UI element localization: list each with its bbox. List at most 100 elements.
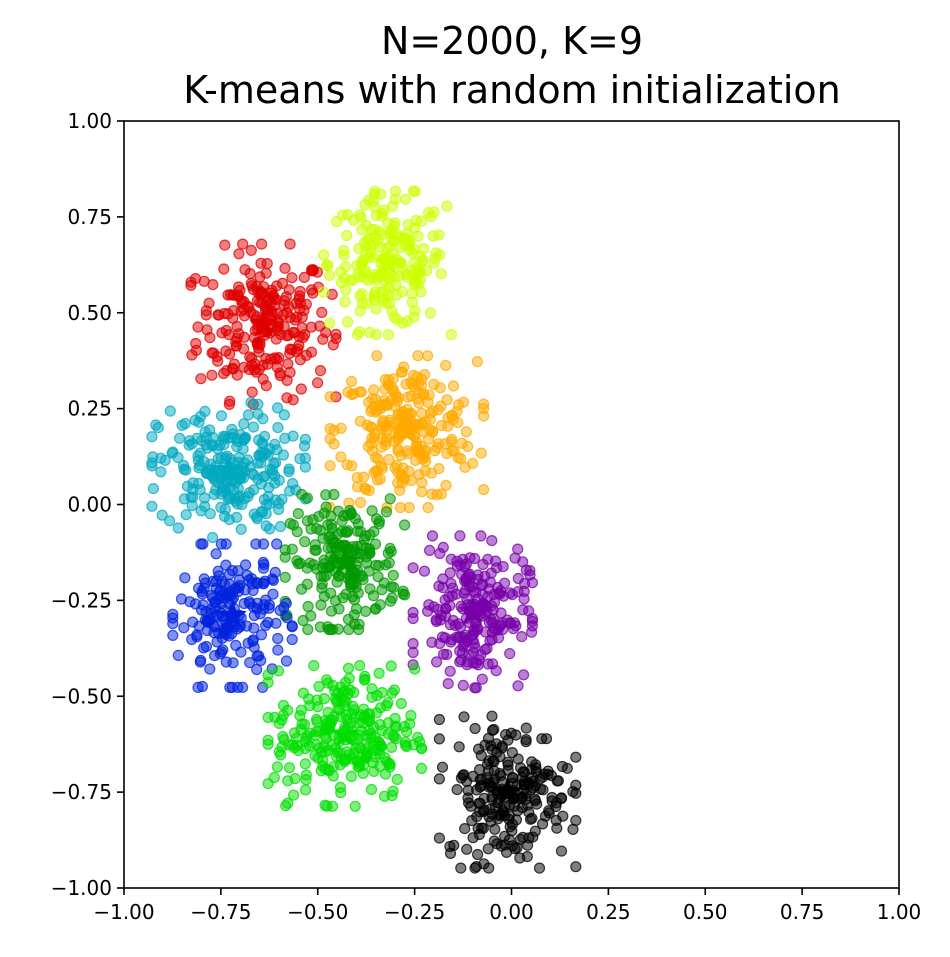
cluster-3-point (416, 417, 428, 429)
cluster-5-point (332, 623, 344, 635)
cluster-7-point (440, 602, 452, 615)
cluster-4-point (195, 505, 207, 517)
cluster-4-point (208, 488, 220, 500)
cluster-1-point (201, 324, 213, 336)
cluster-8-point (384, 758, 396, 771)
cluster-3-point (452, 417, 464, 429)
cluster-8-point (379, 768, 392, 780)
cluster-8-point (342, 662, 355, 674)
x-tick-label: 0.50 (683, 900, 728, 924)
cluster-4-point (238, 418, 250, 430)
cluster-4-point (287, 430, 299, 442)
cluster-7-point (512, 586, 524, 598)
cluster-3-point (467, 457, 479, 469)
cluster-2-point (418, 243, 430, 255)
cluster-2-point (354, 305, 366, 317)
cluster-7-point (433, 580, 445, 592)
cluster-8-point (311, 694, 323, 706)
cluster-9-point (537, 784, 549, 796)
cluster-8-point (382, 697, 394, 709)
x-tick-label: 0.75 (780, 900, 825, 924)
cluster-8-point (289, 772, 301, 785)
centroid-markers (214, 247, 522, 805)
cluster-7-point (516, 630, 528, 643)
cluster-2-point (379, 293, 391, 305)
cluster-7-point (512, 680, 524, 692)
cluster-6-point (196, 588, 208, 600)
cluster-3-point (398, 361, 410, 373)
cluster-3-point (429, 445, 441, 457)
cluster-5-centroid-star (330, 547, 360, 575)
cluster-9-point (479, 739, 491, 751)
cluster-9-point (555, 845, 568, 857)
cluster-9-point (465, 800, 477, 812)
cluster-5-point (385, 581, 397, 593)
cluster-2-point (354, 290, 366, 302)
cluster-1-point (252, 287, 264, 299)
cluster-9-point (570, 787, 582, 799)
cluster-8-point (388, 684, 400, 696)
cluster-3-point (381, 399, 393, 411)
cluster-3-point (478, 398, 490, 410)
cluster-5-point (325, 510, 337, 522)
cluster-9-point (500, 728, 512, 741)
cluster-9-point (453, 741, 465, 753)
cluster-6-point (270, 617, 282, 629)
cluster-5-point (284, 517, 296, 530)
cluster-3-point (412, 350, 424, 362)
cluster-8-point (300, 784, 312, 796)
cluster-7-point (476, 673, 488, 685)
cluster-9-point (483, 811, 495, 823)
cluster-8-point (386, 741, 398, 754)
cluster-6-point (198, 573, 210, 585)
cluster-4-point (201, 442, 214, 454)
cluster-5-point (302, 600, 314, 613)
cluster-1-point (233, 248, 245, 260)
cluster-2-point (388, 220, 400, 232)
cluster-1-point (185, 276, 197, 288)
cluster-3-point (324, 460, 336, 472)
cluster-7-point (486, 633, 498, 646)
cluster-3-point (440, 359, 452, 372)
cluster-9-point (458, 711, 470, 723)
cluster-8-point (313, 680, 325, 693)
cluster-7-centroid-star (458, 596, 487, 624)
cluster-8-point (349, 800, 361, 812)
cluster-6-point (218, 623, 230, 635)
cluster-4-point (174, 432, 186, 444)
cluster-6-point (230, 639, 242, 652)
cluster-9-point (521, 839, 534, 851)
cluster-8-point (378, 790, 391, 802)
cluster-5-point (344, 569, 356, 582)
cluster-8-point (276, 741, 288, 753)
cluster-5-point (292, 507, 304, 520)
cluster-7-point (481, 642, 493, 655)
cluster-9-point (473, 828, 485, 841)
cluster-2-point (395, 241, 407, 254)
cluster-9-point (512, 753, 524, 765)
cluster-2-point (412, 230, 424, 242)
cluster-8-point (401, 740, 413, 753)
cluster-9-point (520, 733, 532, 746)
cluster-3-point (391, 459, 403, 471)
cluster-2-point (359, 237, 371, 249)
cluster-4-point (146, 500, 158, 512)
cluster-9-point (518, 766, 531, 778)
cluster-3-point (419, 369, 431, 381)
cluster-4-point (181, 480, 194, 492)
cluster-8-point (409, 663, 421, 675)
cluster-4-point (253, 434, 265, 446)
cluster-1-point (330, 328, 342, 340)
cluster-2-point (359, 199, 371, 211)
cluster-2-point (397, 317, 409, 329)
cluster-1-point (263, 294, 275, 306)
cluster-3-point (416, 486, 428, 498)
cluster-9-point (433, 733, 445, 745)
cluster-2-point (445, 329, 457, 341)
cluster-2-point (388, 311, 400, 323)
cluster-6-point (204, 663, 216, 675)
cluster-4-point (226, 432, 238, 444)
cluster-9-point (469, 722, 481, 735)
cluster-4-point (272, 422, 284, 434)
cluster-2-point (324, 317, 336, 329)
